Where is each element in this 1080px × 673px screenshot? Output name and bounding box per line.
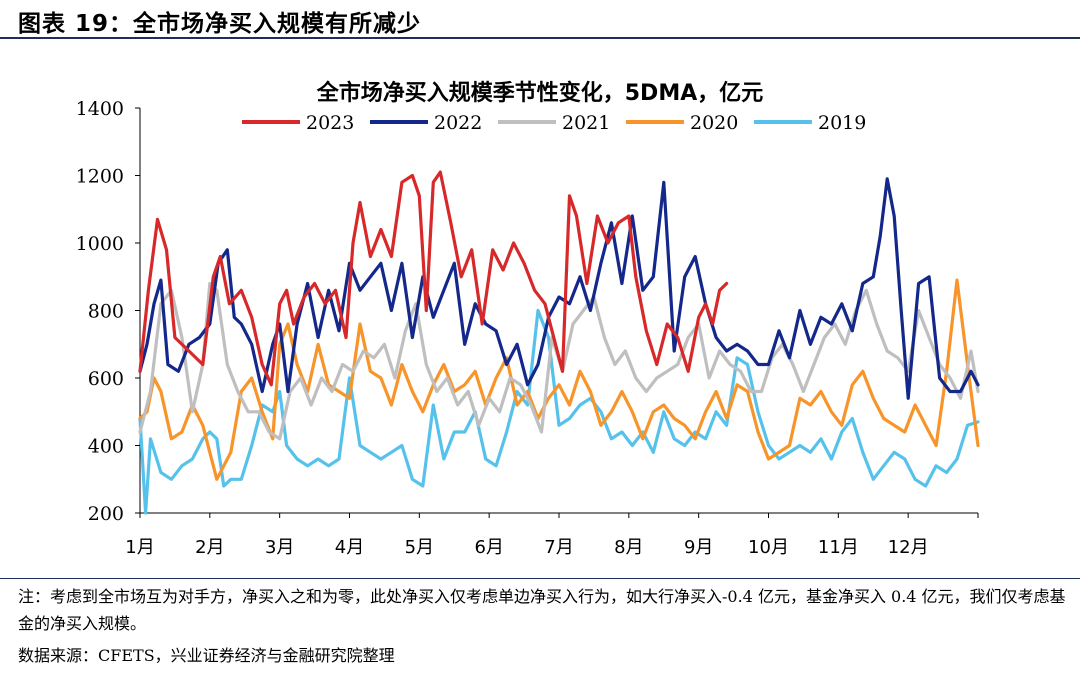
legend-label-2021: 2021 [562, 112, 610, 134]
y-tick-label: 1400 [76, 98, 124, 120]
source-note: 数据来源：CFETS，兴业证券经济与金融研究院整理 [18, 646, 395, 665]
legend-label-2023: 2023 [306, 112, 354, 134]
y-tick-label: 400 [88, 436, 124, 458]
y-tick-label: 600 [88, 368, 124, 390]
x-tick-label: 1月 [125, 537, 154, 558]
y-tick-label: 200 [88, 503, 124, 525]
legend: 2023 2022 2021 2020 2019 [242, 112, 866, 134]
y-tick-label: 800 [88, 301, 124, 323]
legend-label-2022: 2022 [434, 112, 482, 134]
x-tick-label: 9月 [684, 537, 713, 558]
line-chart: 全市场净买入规模季节性变化，5DMA，亿元 2023 2022 2021 2020 20… [76, 80, 980, 558]
y-tick-label: 1000 [76, 233, 124, 255]
figure-title: 图表 19：全市场净买入规模有所减少 [18, 11, 422, 37]
series-layer [138, 170, 980, 515]
x-tick-label: 6月 [474, 537, 503, 558]
x-tick-label: 8月 [614, 537, 643, 558]
x-tick-label: 3月 [265, 537, 294, 558]
y-tick-label: 1200 [76, 166, 124, 188]
legend-label-2020: 2020 [690, 112, 738, 134]
x-tick-label: 4月 [335, 537, 364, 558]
bottom-rule [0, 578, 1080, 579]
axes: 200 400 600 800 1000 1200 1400 1月 2月 3月 4月 5月 6月 7月 8月… [76, 98, 979, 558]
x-tick-label: 10月 [748, 537, 789, 558]
footnote: 注：考虑到全市场互为对手方，净买入之和为零，此处净买入仅考虑单边净买入行为，如大… [18, 587, 1066, 633]
x-tick-label: 5月 [405, 537, 434, 558]
legend-label-2019: 2019 [818, 112, 866, 134]
series-line-2023 [138, 170, 729, 387]
chart-title: 全市场净买入规模季节性变化，5DMA，亿元 [316, 80, 764, 106]
top-rule [0, 37, 1080, 39]
x-tick-label: 7月 [544, 537, 573, 558]
x-tick-label: 12月 [888, 537, 929, 558]
series-line-2022 [138, 177, 980, 400]
x-tick-label: 2月 [195, 537, 224, 558]
series-line-2019 [138, 308, 980, 515]
x-tick-label: 11月 [818, 537, 859, 558]
